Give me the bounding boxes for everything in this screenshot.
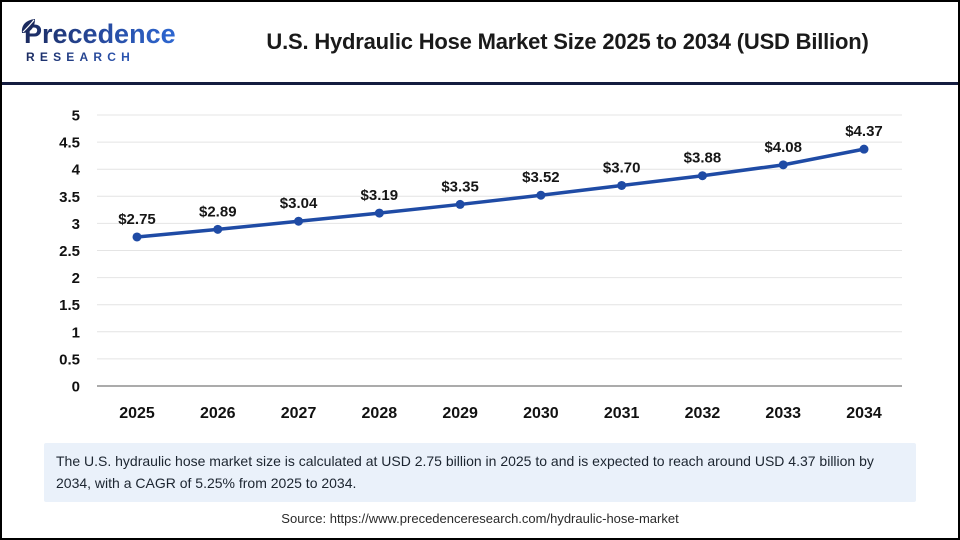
data-point — [697, 171, 707, 181]
y-tick-label: 2 — [72, 270, 80, 287]
header: Precedence RESEARCH U.S. Hydraulic Hose … — [2, 2, 958, 82]
series-line — [135, 147, 866, 239]
x-tick-label: 2033 — [765, 405, 801, 422]
data-point — [132, 232, 142, 242]
precedence-research-logo: Precedence RESEARCH — [21, 19, 197, 63]
line-chart: 0 0.5 1 1.5 2 2.5 3 3.5 4 4.5 5 2025 2026 2027 2028 202… — [2, 85, 958, 437]
x-tick-label: 2031 — [604, 405, 640, 422]
x-tick-label: 2026 — [200, 405, 236, 422]
logo-wordmark: Precedence — [21, 19, 197, 49]
x-tick-label: 2025 — [119, 405, 155, 422]
title-zone: U.S. Hydraulic Hose Market Size 2025 to … — [197, 29, 938, 55]
data-label: $3.52 — [522, 169, 560, 186]
data-label: $3.88 — [684, 150, 722, 167]
y-tick-label: 1.5 — [59, 297, 80, 314]
y-tick-label: 1 — [72, 324, 80, 341]
data-point — [778, 160, 788, 170]
data-point — [294, 216, 304, 226]
data-label: $3.04 — [280, 195, 318, 212]
y-tick-label: 3.5 — [59, 189, 80, 206]
data-label: $2.89 — [199, 203, 237, 220]
data-label: $3.70 — [603, 159, 641, 176]
y-tick-label: 4.5 — [59, 135, 80, 152]
chart-svg: 0 0.5 1 1.5 2 2.5 3 3.5 4 4.5 5 2025 2026 2027 2028 202… — [59, 108, 902, 422]
logo-text-precedence: Precedence — [24, 19, 176, 49]
x-tick-label: 2034 — [846, 405, 882, 422]
page-title: U.S. Hydraulic Hose Market Size 2025 to … — [266, 29, 869, 54]
data-label: $2.75 — [118, 211, 156, 228]
y-tick-label: 3 — [72, 216, 80, 233]
logo-text-research: RESEARCH — [22, 51, 197, 63]
data-label: $4.37 — [845, 123, 883, 140]
data-point — [374, 208, 384, 218]
data-point — [859, 144, 869, 154]
header-divider — [2, 82, 958, 85]
data-point — [213, 224, 223, 234]
x-tick-label: 2030 — [523, 405, 559, 422]
y-tick-label: 5 — [72, 108, 80, 125]
x-tick-label: 2032 — [685, 405, 721, 422]
data-label: $4.08 — [764, 139, 802, 156]
y-tick-label: 0 — [72, 379, 80, 396]
y-tick-label: 4 — [72, 162, 81, 179]
summary-text: The U.S. hydraulic hose market size is c… — [56, 453, 874, 491]
x-tick-label: 2027 — [281, 405, 317, 422]
leaf-icon — [21, 12, 36, 33]
y-tick-label: 2.5 — [59, 243, 80, 260]
x-tick-label: 2029 — [442, 405, 478, 422]
x-tick-label: 2028 — [362, 405, 398, 422]
summary-callout: The U.S. hydraulic hose market size is c… — [44, 443, 916, 503]
data-point — [536, 190, 546, 200]
y-tick-label: 0.5 — [59, 351, 80, 368]
data-label: $3.35 — [441, 178, 479, 195]
data-label: $3.19 — [361, 187, 399, 204]
source-text: Source: https://www.precedenceresearch.c… — [281, 511, 679, 527]
data-point — [455, 199, 465, 209]
data-point — [617, 180, 627, 190]
